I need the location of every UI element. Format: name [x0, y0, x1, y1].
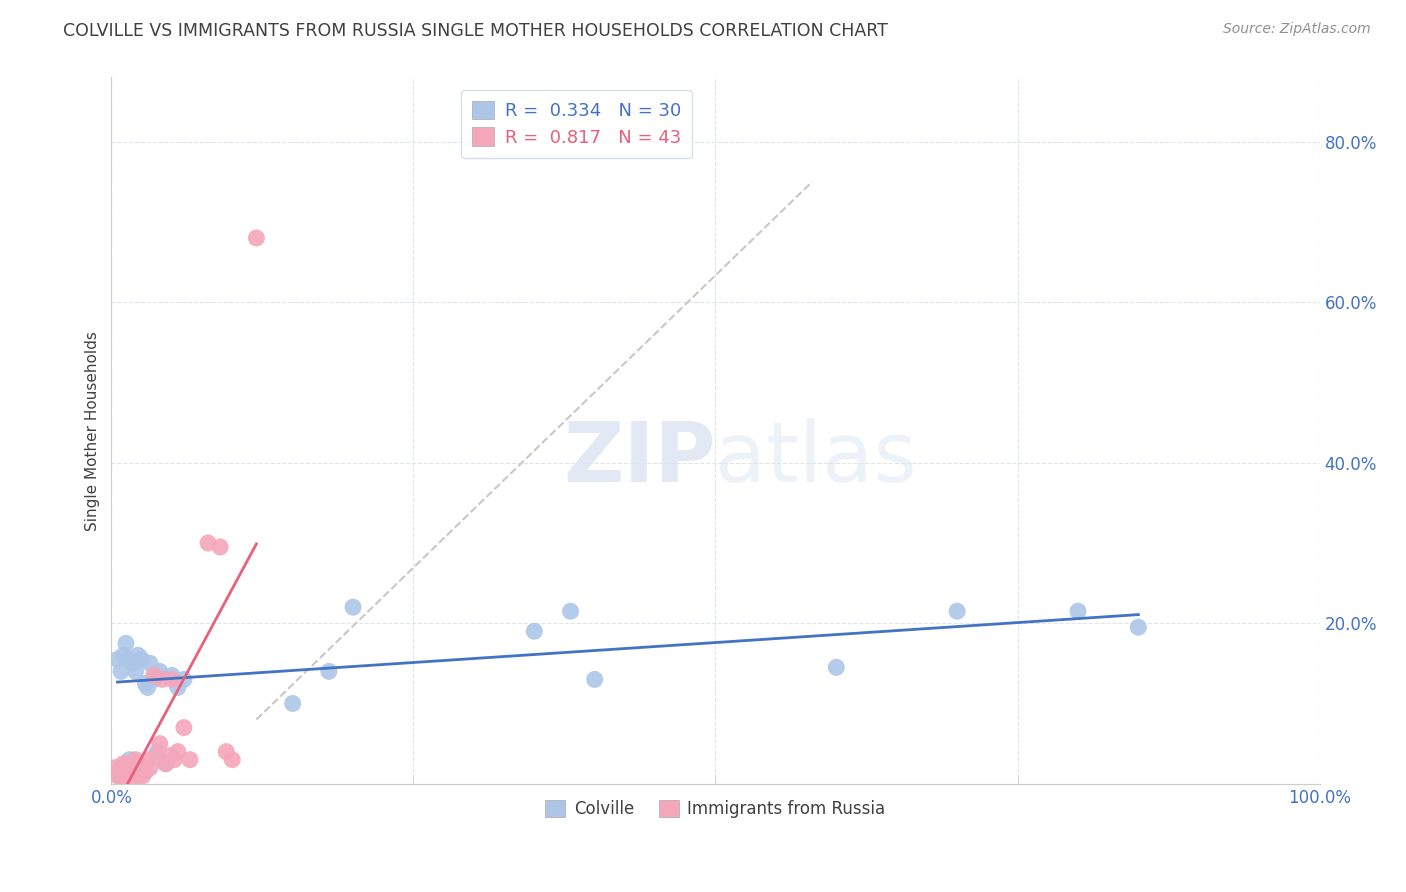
Point [132, 761, 155, 775]
Point [1128, 620, 1150, 634]
Point [108, 769, 131, 783]
Point [120, 764, 142, 779]
Point [523, 624, 546, 639]
Text: COLVILLE VS IMMIGRANTS FROM RUSSIA SINGLE MOTHER HOUSEHOLDS CORRELATION CHART: COLVILLE VS IMMIGRANTS FROM RUSSIA SINGL… [63, 22, 889, 40]
Point [124, 769, 146, 783]
Point [122, 657, 145, 671]
Point [197, 536, 219, 550]
Point [221, 753, 243, 767]
Point [281, 697, 304, 711]
Point [131, 764, 153, 779]
Y-axis label: Single Mother Households: Single Mother Households [86, 331, 100, 531]
Point [112, 769, 135, 783]
Point [163, 753, 186, 767]
Point [167, 681, 190, 695]
Point [142, 673, 165, 687]
Point [134, 676, 156, 690]
Point [149, 665, 172, 679]
Point [118, 769, 141, 783]
Point [125, 764, 148, 779]
Point [111, 761, 134, 775]
Point [150, 673, 173, 687]
Point [173, 721, 195, 735]
Point [318, 665, 340, 679]
Point [115, 636, 138, 650]
Point [107, 652, 129, 666]
Point [124, 753, 146, 767]
Point [167, 745, 190, 759]
Point [104, 761, 127, 775]
Point [127, 769, 149, 783]
Point [139, 761, 162, 775]
Point [146, 745, 169, 759]
Text: atlas: atlas [716, 418, 917, 500]
Legend: Colville, Immigrants from Russia: Colville, Immigrants from Russia [538, 793, 893, 825]
Point [128, 756, 150, 771]
Point [155, 756, 177, 771]
Point [149, 737, 172, 751]
Point [139, 657, 162, 671]
Point [118, 753, 141, 767]
Point [157, 748, 180, 763]
Point [1067, 604, 1090, 618]
Point [131, 652, 153, 666]
Point [112, 756, 135, 771]
Point [115, 764, 138, 779]
Point [160, 673, 183, 687]
Text: Source: ZipAtlas.com: Source: ZipAtlas.com [1223, 22, 1371, 37]
Point [117, 761, 139, 775]
Point [560, 604, 582, 618]
Point [136, 753, 159, 767]
Point [118, 652, 141, 666]
Point [583, 673, 606, 687]
Point [136, 681, 159, 695]
Point [179, 753, 201, 767]
Point [825, 660, 848, 674]
Point [112, 648, 135, 663]
Point [209, 540, 232, 554]
Point [215, 745, 238, 759]
Point [107, 769, 129, 783]
Point [110, 764, 132, 779]
Point [946, 604, 969, 618]
Point [173, 673, 195, 687]
Point [124, 665, 146, 679]
Point [132, 769, 155, 783]
Point [146, 748, 169, 763]
Point [342, 600, 364, 615]
Point [107, 764, 129, 779]
Point [134, 764, 156, 779]
Point [245, 231, 267, 245]
Point [142, 668, 165, 682]
Point [118, 756, 141, 771]
Text: ZIP: ZIP [562, 418, 716, 500]
Point [160, 668, 183, 682]
Point [115, 769, 138, 783]
Point [127, 648, 149, 663]
Point [155, 756, 177, 771]
Point [110, 665, 132, 679]
Point [122, 761, 145, 775]
Point [124, 764, 146, 779]
